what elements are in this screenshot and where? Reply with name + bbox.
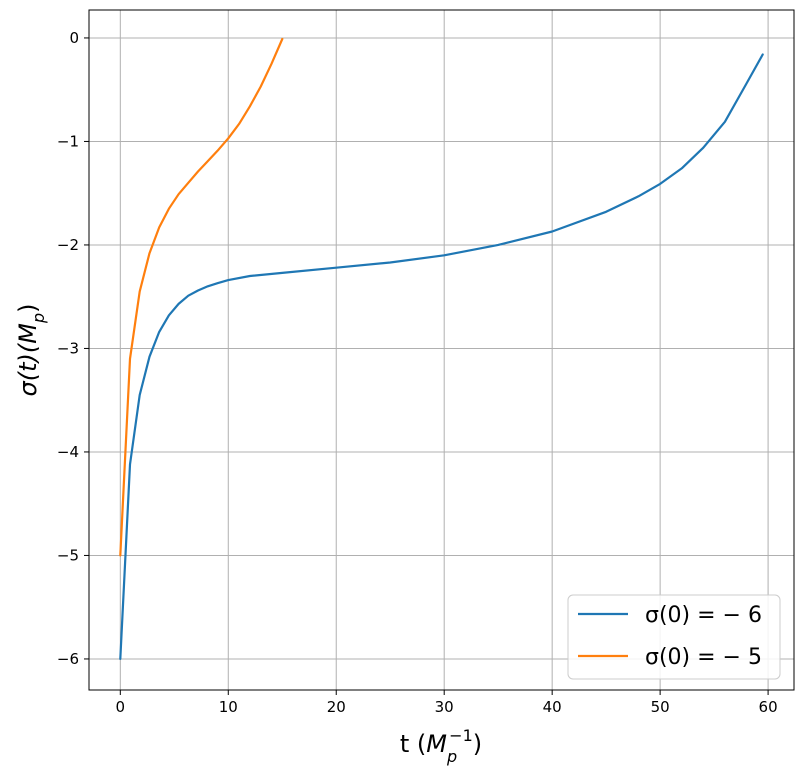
y-tick-label: −2 xyxy=(57,236,79,254)
x-tick-label: 30 xyxy=(435,698,454,716)
y-axis-ticks: 0 −1 −2 −3 −4 −5 −6 xyxy=(57,29,89,668)
y-axis-label: σ(t)(Mp) xyxy=(14,304,48,397)
series-line-2 xyxy=(119,37,284,557)
legend-label-1: σ(0) = − 6 xyxy=(645,603,762,628)
legend-label-2: σ(0) = − 5 xyxy=(645,645,762,670)
x-tick-label: 50 xyxy=(651,698,670,716)
x-tick-label: 60 xyxy=(759,698,778,716)
x-tick-label: 10 xyxy=(219,698,238,716)
y-tick-label: −6 xyxy=(57,650,79,668)
x-tick-label: 20 xyxy=(327,698,346,716)
x-tick-label: 0 xyxy=(116,698,126,716)
y-tick-label: −1 xyxy=(57,132,79,150)
legend-box xyxy=(567,594,781,680)
y-tick-label: −3 xyxy=(57,339,79,357)
plot-background xyxy=(89,10,794,690)
series-lines xyxy=(119,37,764,661)
x-axis-label: t (Mp−1) xyxy=(400,726,482,766)
x-tick-label: 40 xyxy=(543,698,562,716)
y-tick-label: −4 xyxy=(57,443,79,461)
y-tick-label: 0 xyxy=(69,29,79,47)
x-axis-ticks: 0 10 20 30 40 50 60 xyxy=(116,690,778,716)
y-tick-label: −5 xyxy=(57,546,79,564)
series-line-1 xyxy=(119,53,764,661)
plot-frame xyxy=(88,9,795,691)
legend: σ(0) = − 6 σ(0) = − 5 xyxy=(567,594,781,680)
